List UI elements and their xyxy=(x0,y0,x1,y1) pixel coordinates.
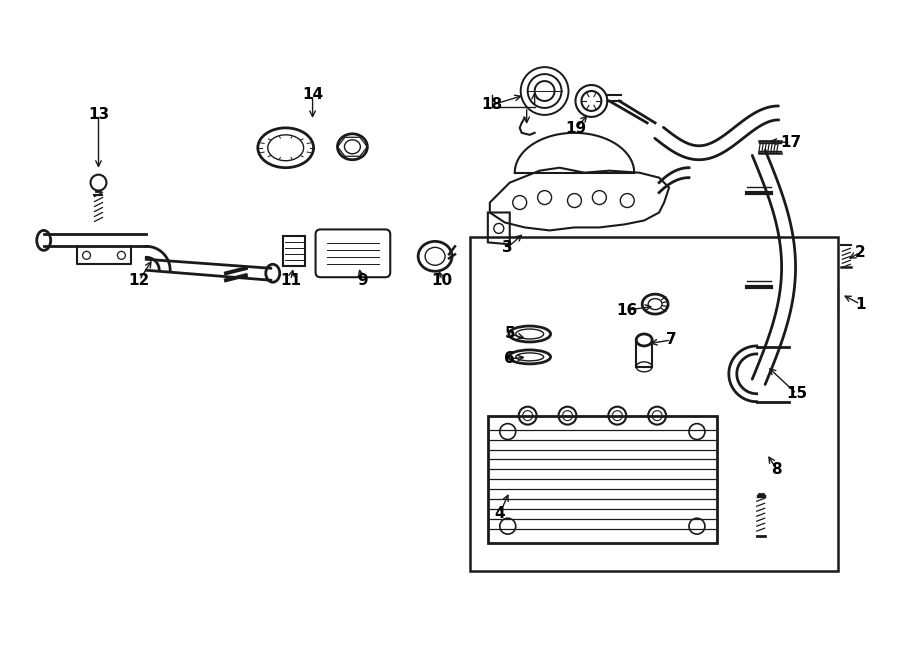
Text: 1: 1 xyxy=(855,297,866,312)
Text: 4: 4 xyxy=(494,506,505,521)
Text: 7: 7 xyxy=(666,332,677,348)
Text: 11: 11 xyxy=(280,273,302,288)
Text: 5: 5 xyxy=(504,326,515,342)
Text: 17: 17 xyxy=(780,135,801,150)
Text: 12: 12 xyxy=(129,273,150,288)
Text: 16: 16 xyxy=(616,303,638,318)
Text: 19: 19 xyxy=(565,121,586,136)
Bar xyxy=(283,236,304,266)
Text: 14: 14 xyxy=(302,87,323,103)
Text: 9: 9 xyxy=(357,273,368,288)
Bar xyxy=(488,416,717,543)
Bar xyxy=(470,238,839,571)
Text: 13: 13 xyxy=(88,107,109,122)
Text: 3: 3 xyxy=(502,240,513,255)
Text: 8: 8 xyxy=(771,462,782,477)
Text: 10: 10 xyxy=(431,273,453,288)
Text: 2: 2 xyxy=(855,245,866,260)
Text: 15: 15 xyxy=(786,386,807,401)
FancyBboxPatch shape xyxy=(316,230,391,277)
Text: 18: 18 xyxy=(482,97,502,113)
Text: 6: 6 xyxy=(504,352,515,366)
